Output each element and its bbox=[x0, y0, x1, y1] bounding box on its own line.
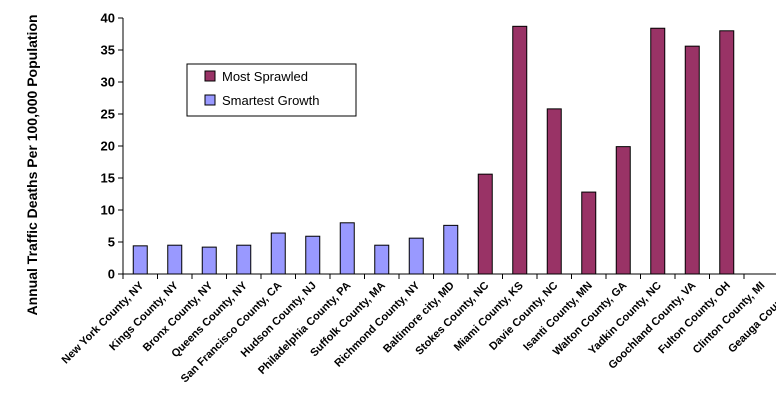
bar-smartest-growth-hudson-county-nj bbox=[305, 235, 321, 275]
bar-most-sprawled-yadkin-county-nc bbox=[650, 27, 666, 275]
bar-smartest-growth-bronx-county-ny bbox=[201, 246, 217, 275]
bars bbox=[132, 25, 735, 275]
legend-label-most-sprawled: Most Sprawled bbox=[222, 69, 308, 84]
y-tick-label-25: 25 bbox=[101, 107, 115, 122]
legend: Most Sprawled Smartest Growth bbox=[186, 63, 357, 117]
bar-most-sprawled-isanti-county-mn bbox=[581, 191, 597, 275]
bar-smartest-growth-new-york-county-ny bbox=[132, 245, 148, 275]
legend-swatch-most-sprawled bbox=[204, 70, 216, 82]
y-axis-title: Annual Traffic Deaths Per 100,000 Popula… bbox=[24, 14, 40, 315]
bar-most-sprawled-goochland-county-va bbox=[684, 45, 700, 275]
y-tick-label-10: 10 bbox=[101, 203, 115, 218]
bar-smartest-growth-philadelphia-county-pa bbox=[339, 222, 355, 275]
y-tick-label-15: 15 bbox=[101, 171, 115, 186]
bar-smartest-growth-queens-county-ny bbox=[236, 244, 252, 275]
bar-smartest-growth-richmond-county-ny bbox=[408, 237, 424, 275]
bar-most-sprawled-davie-county-nc bbox=[546, 108, 562, 275]
bar-most-sprawled-stokes-county-nc bbox=[477, 173, 493, 275]
bar-most-sprawled-fulton-county-oh bbox=[719, 30, 735, 275]
bar-smartest-growth-baltimore-city-md bbox=[443, 224, 459, 275]
y-tick-label-35: 35 bbox=[101, 43, 115, 58]
bar-smartest-growth-kings-county-ny bbox=[167, 244, 183, 275]
bar-most-sprawled-walton-county-ga bbox=[615, 146, 631, 275]
y-tick-label-30: 30 bbox=[101, 75, 115, 90]
y-tick-label-0: 0 bbox=[108, 267, 115, 282]
y-ticks: 0 5 10 15 20 25 30 35 40 bbox=[101, 11, 123, 282]
legend-label-smartest-growth: Smartest Growth bbox=[222, 93, 320, 108]
y-tick-label-20: 20 bbox=[101, 139, 115, 154]
bar-most-sprawled-miami-county-ks bbox=[512, 25, 528, 275]
bar-smartest-growth-san-francisco-county-ca bbox=[270, 232, 286, 275]
y-tick-label-40: 40 bbox=[101, 11, 115, 26]
bar-smartest-growth-suffolk-county-ma bbox=[374, 244, 390, 275]
legend-swatch-smartest-growth bbox=[204, 94, 216, 106]
y-tick-label-5: 5 bbox=[108, 235, 115, 250]
